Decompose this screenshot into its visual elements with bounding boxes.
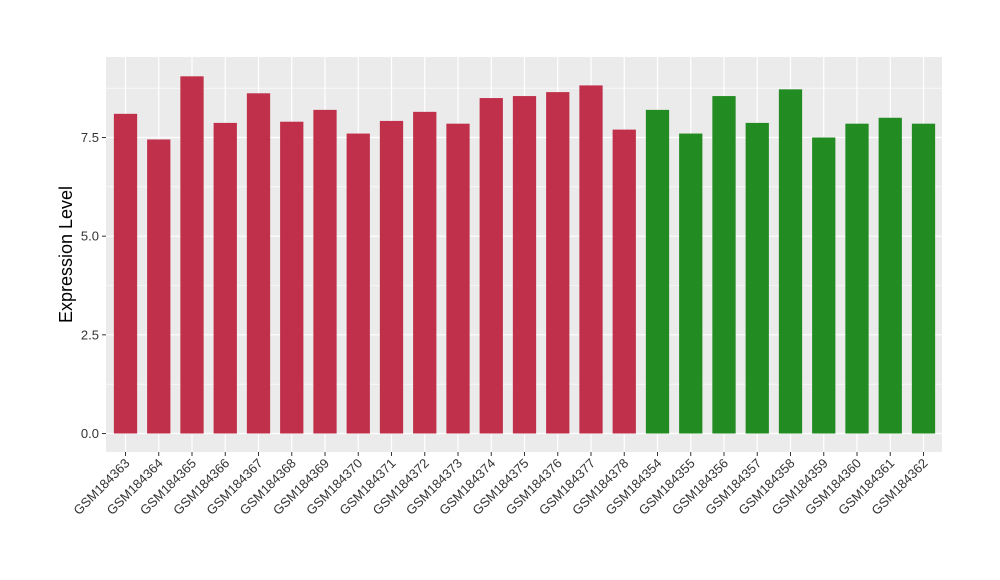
- y-axis-title: Expression Level: [56, 186, 76, 323]
- bar-GSM184369: [313, 109, 337, 434]
- bar-GSM184365: [180, 76, 204, 434]
- bar-GSM184354: [645, 109, 670, 434]
- x-axis: GSM184363GSM184364GSM184365GSM184366GSM1…: [70, 452, 931, 518]
- bar-GSM184374: [479, 98, 503, 434]
- bar-GSM184362: [911, 123, 936, 434]
- bar-GSM184367: [246, 93, 271, 434]
- bar-GSM184370: [346, 133, 370, 434]
- bar-GSM184359: [812, 137, 836, 434]
- bar-GSM184363: [113, 113, 138, 434]
- bar-GSM184360: [845, 123, 869, 434]
- bar-GSM184356: [712, 96, 736, 434]
- y-tick-label: 5.0: [81, 229, 99, 244]
- bar-GSM184357: [745, 122, 769, 434]
- bar-GSM184371: [379, 120, 404, 434]
- bar-GSM184358: [778, 89, 803, 434]
- bar-GSM184377: [579, 85, 603, 434]
- bar-GSM184372: [413, 111, 437, 434]
- bar-GSM184364: [147, 139, 171, 434]
- y-tick-label: 2.5: [81, 327, 99, 342]
- bar-GSM184366: [213, 122, 237, 434]
- bar-GSM184378: [612, 129, 636, 434]
- bar-GSM184361: [878, 117, 902, 434]
- bars: [113, 76, 936, 434]
- bar-GSM184368: [280, 121, 304, 434]
- bar-GSM184355: [679, 133, 703, 434]
- y-tick-label: 7.5: [81, 130, 99, 145]
- bar-GSM184373: [446, 123, 470, 434]
- y-axis: 0.0 2.5 5.0 7.5: [81, 130, 106, 441]
- y-tick-label: 0.0: [81, 426, 99, 441]
- bar-GSM184376: [546, 92, 570, 434]
- bar-GSM184375: [512, 96, 537, 434]
